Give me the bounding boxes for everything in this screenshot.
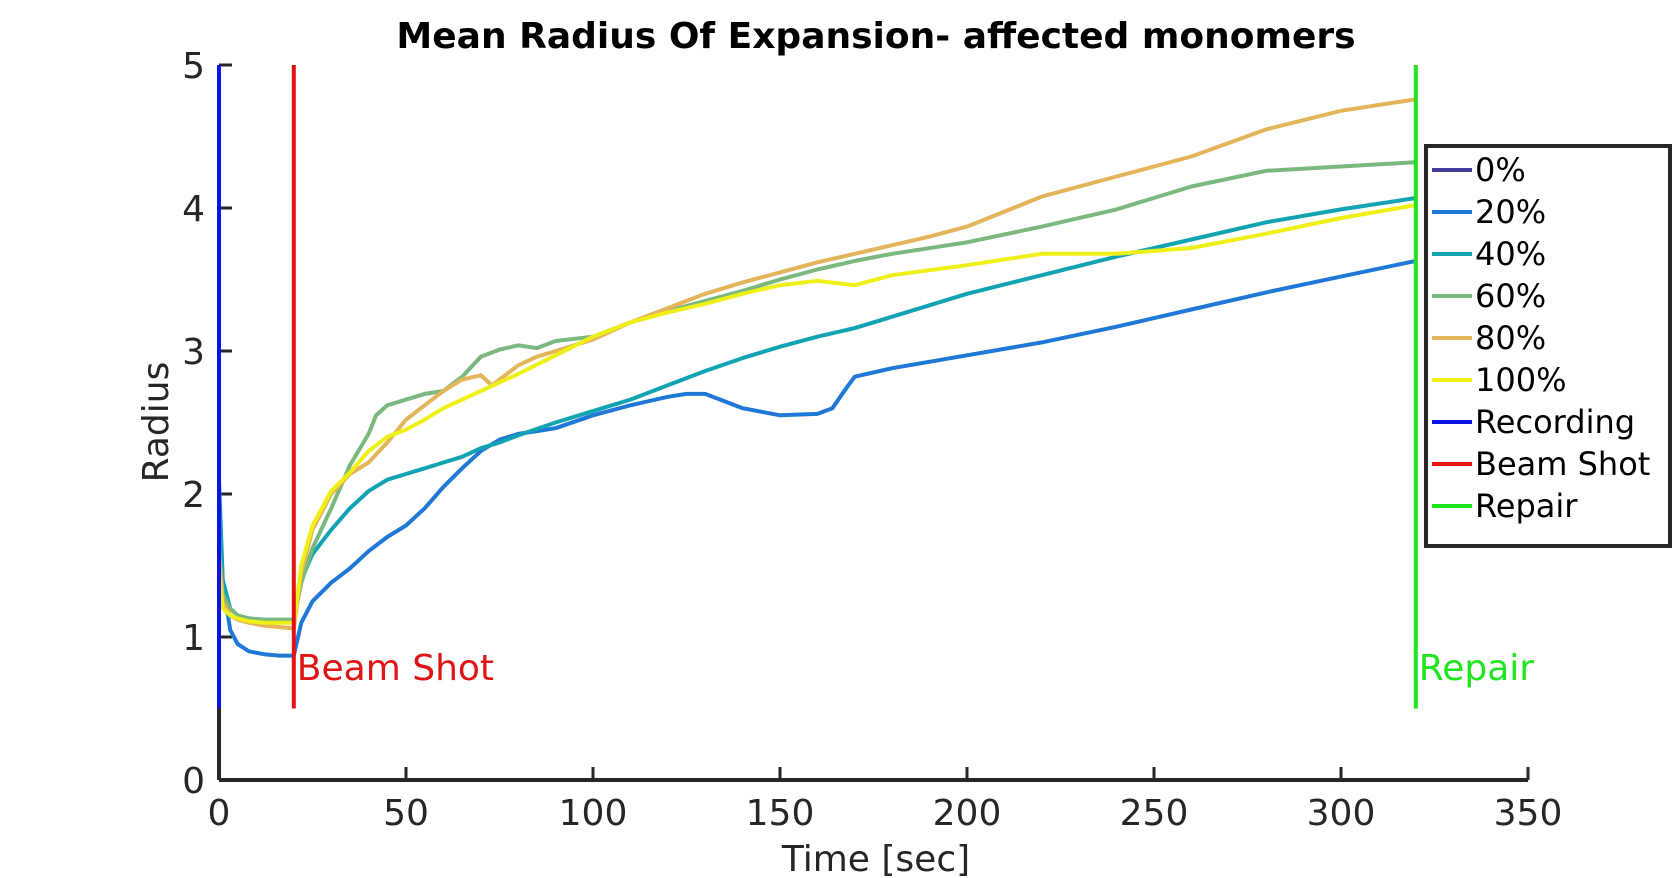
x-tick-label: 50: [383, 793, 429, 834]
x-tick-label: 100: [559, 793, 628, 834]
x-tick-label: 350: [1494, 793, 1563, 834]
y-tick-label: 2: [182, 475, 205, 516]
event-label-beam-shot: Beam Shot: [297, 648, 494, 689]
legend-entry-label: Recording: [1475, 403, 1635, 441]
legend-box: [1424, 144, 1672, 548]
legend: 0% 20% 40% 60% 80% 100% Recording Beam Shot Repa…: [1424, 144, 1672, 548]
legend-entry-label: 0%: [1475, 151, 1526, 189]
legend-entry-label: 80%: [1475, 319, 1546, 357]
chart-title: Mean Radius Of Expansion- affected monom…: [396, 16, 1355, 57]
x-axis-label: Time [sec]: [781, 839, 970, 878]
y-tick-label: 5: [182, 46, 205, 87]
y-tick-label: 3: [182, 332, 205, 373]
series-line-60-percent: [217, 160, 1418, 622]
series-lines: [217, 97, 1418, 658]
legend-entry-label: 100%: [1475, 361, 1566, 399]
x-tick-label: 200: [933, 793, 1002, 834]
legend-entry-label: 20%: [1475, 193, 1546, 231]
x-tick-label: 250: [1120, 793, 1189, 834]
legend-entry-label: Beam Shot: [1475, 445, 1650, 483]
legend-entry-label: Repair: [1475, 487, 1578, 525]
y-tick-label: 0: [182, 761, 205, 802]
series-line-20-percent: [217, 258, 1418, 658]
x-tick-label: 150: [746, 793, 815, 834]
series-line-80-percent: [217, 97, 1418, 631]
event-lines: Beam Shot Repair: [217, 65, 1534, 709]
legend-entry-label: 40%: [1475, 235, 1546, 273]
legend-entry-label: 60%: [1475, 277, 1546, 315]
axes: 0 50 100 150 200 250 300 350 0 1 2 3 4 5: [182, 46, 1562, 834]
x-tick-label: 300: [1307, 793, 1376, 834]
y-axis-label: Radius: [136, 362, 177, 483]
y-tick-label: 1: [182, 618, 205, 659]
y-tick-label: 4: [182, 189, 205, 230]
series-line-100-percent: [217, 203, 1418, 625]
x-tick-label: 0: [208, 793, 231, 834]
event-label-repair: Repair: [1419, 648, 1534, 689]
